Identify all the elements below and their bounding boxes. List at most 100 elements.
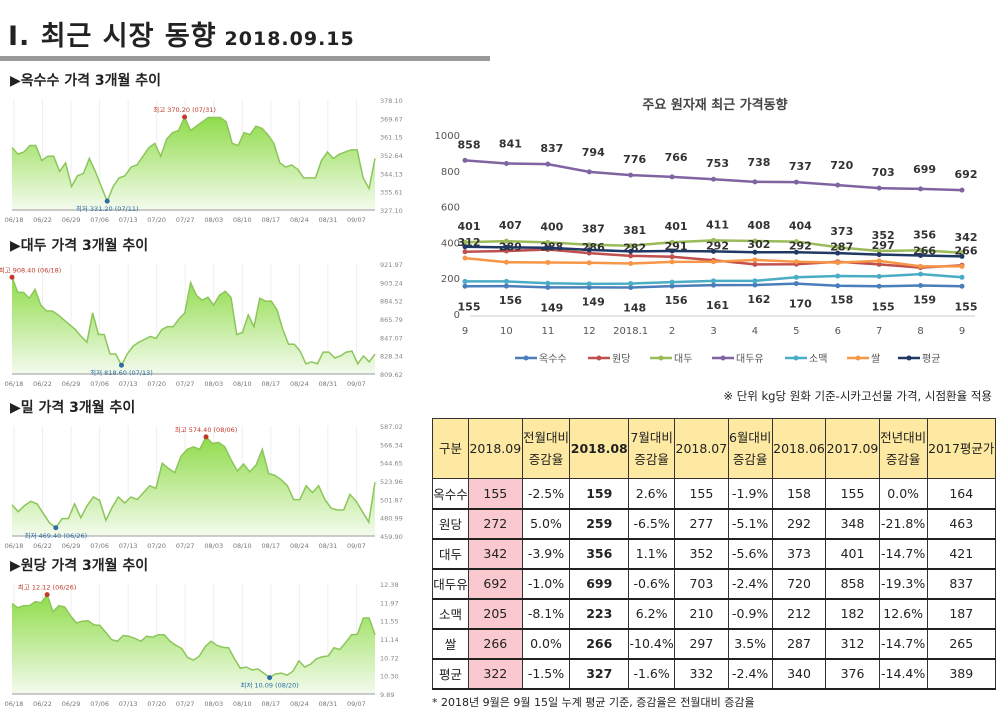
column-header: 전년대비 증감율 (878, 418, 928, 479)
data-label: 699 (913, 163, 936, 176)
data-point (503, 248, 509, 254)
data-point (959, 253, 965, 259)
data-point (503, 283, 509, 289)
low-marker (104, 198, 110, 204)
table-cell: 12.6% (878, 598, 928, 630)
x-tick-label: 08/17 (261, 380, 280, 388)
data-label: 404 (789, 220, 812, 233)
low-marker (267, 675, 273, 681)
table-row: 옥수수 155 -2.5% 159 2.6% 155 -1.9% 158 155 0.0% 164 (431, 478, 997, 510)
data-point (503, 238, 509, 244)
table-cell: -14.7% (878, 628, 928, 660)
high-marker (9, 274, 15, 280)
price-line (11, 115, 376, 204)
legend-label: 대두유 (736, 353, 764, 365)
column-header: 2018.09 (468, 418, 523, 479)
y-tick-label: 369.67 (380, 115, 403, 123)
table-cell: 292 (771, 508, 827, 540)
y-tick-label: 903.24 (380, 279, 403, 287)
data-label: 149 (582, 295, 605, 308)
wheat-price-chart: 06/18 06/22 06/29 07/06 07/13 07/20 07/27 08/03… (5, 423, 403, 550)
data-point (959, 283, 965, 289)
table-cell: 332 (674, 658, 729, 690)
y-tick-label: 587.02 (380, 423, 403, 431)
x-tick-label: 07/06 (90, 380, 109, 388)
data-point (711, 282, 716, 288)
table-cell: 쌀 (431, 628, 470, 660)
x-tick-label: 07/27 (176, 380, 195, 388)
data-point (711, 259, 716, 265)
data-point (586, 169, 592, 175)
data-point (835, 273, 841, 279)
x-tick-label: 09/07 (347, 216, 366, 224)
x-tick-label: 07/20 (147, 700, 166, 708)
data-point (752, 282, 758, 288)
table-cell: 401 (825, 538, 880, 570)
table-cell: -1.0% (521, 568, 571, 600)
data-point (462, 278, 468, 284)
table-cell: 210 (674, 598, 729, 630)
column-header: 2018.07 (674, 418, 729, 479)
y-tick-label: 884.52 (380, 298, 403, 306)
table-cell: 352 (674, 538, 729, 570)
table-cell: -8.1% (521, 598, 571, 630)
y-tick-label: 1000 (435, 131, 460, 142)
data-point (545, 280, 551, 286)
data-point (586, 260, 592, 266)
y-tick-label: 11.55 (380, 618, 399, 626)
data-point (462, 255, 468, 261)
x-tick-label: 08/10 (233, 700, 252, 708)
data-label: 342 (955, 231, 978, 244)
data-label: 381 (623, 224, 646, 237)
x-tick-label: 08/31 (319, 542, 338, 550)
data-point (711, 278, 716, 284)
table-cell: 720 (771, 568, 827, 600)
data-label: 408 (747, 219, 770, 232)
data-label: 286 (582, 241, 605, 254)
x-tick-label: 08/10 (233, 380, 252, 388)
x-tick-label: 7 (876, 326, 882, 337)
table-cell: -1.9% (727, 478, 773, 510)
table-cell: 699 (569, 568, 630, 600)
table-row: 평균 322 -1.5% 327 -1.6% 332 -2.4% 340 376 -14.4% 38… (431, 658, 997, 690)
table-cell: 322 (468, 658, 523, 690)
x-tick-label: 10 (500, 326, 513, 337)
y-tick-label: 501.87 (380, 496, 403, 504)
table-cell: 340 (771, 658, 827, 690)
x-tick-label: 07/13 (119, 700, 138, 708)
x-tick-label: 06/29 (62, 380, 81, 388)
low-marker (118, 362, 124, 368)
y-tick-label: 10.30 (380, 673, 399, 681)
high-label: 최고 370.20 (07/31) (153, 105, 216, 114)
x-tick-label: 08/03 (204, 700, 223, 708)
y-tick-label: 200 (441, 274, 460, 285)
legend-label: 대두 (674, 353, 692, 365)
data-point (545, 245, 551, 251)
table-cell: 212 (771, 598, 827, 630)
y-tick-label: 361.15 (380, 134, 403, 142)
x-tick-label: 2018.1 (613, 326, 648, 337)
x-tick-label: 06/29 (62, 216, 81, 224)
title-date: 2018.09.15 (224, 28, 355, 50)
table-row: 대두 342 -3.9% 356 1.1% 352 -5.6% 373 401 -14.7% 421 (431, 538, 997, 570)
table-cell: 155 (674, 478, 729, 510)
table-cell: 421 (926, 538, 997, 570)
x-tick-label: 08/31 (319, 216, 338, 224)
table-cell: 155 (825, 478, 880, 510)
data-label: 155 (955, 300, 978, 313)
data-label: 737 (789, 160, 812, 173)
data-point (918, 283, 924, 289)
table-cell: -14.4% (878, 658, 928, 690)
high-marker (44, 592, 50, 598)
y-tick-label: 600 (441, 203, 460, 214)
data-point (628, 261, 634, 267)
x-tick-label: 09/07 (347, 700, 366, 708)
table-cell: 327 (569, 658, 630, 690)
table-cell: -2.5% (521, 478, 571, 510)
y-tick-label: 921.97 (380, 261, 403, 269)
x-tick-label: 9 (462, 326, 468, 337)
data-point (752, 261, 758, 267)
table-cell: 1.1% (628, 538, 676, 570)
table-cell: 342 (468, 538, 523, 570)
table-cell: 837 (926, 568, 997, 600)
